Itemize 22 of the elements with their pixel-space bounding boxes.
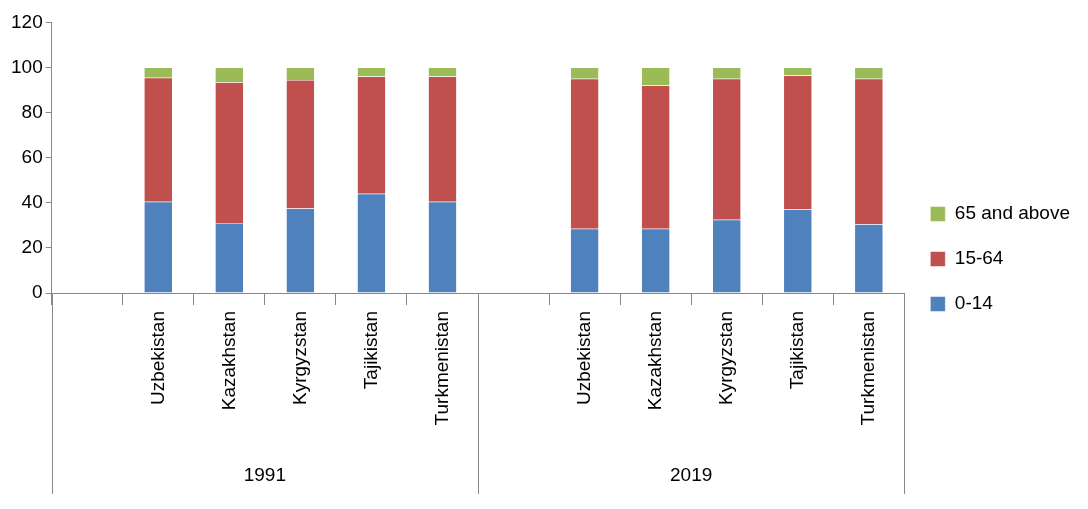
x-tick-label: Kyrgyzstan bbox=[288, 311, 310, 405]
x-tick-label: Kazakhstan bbox=[217, 311, 239, 411]
x-tick-label: Uzbekistan bbox=[572, 311, 594, 405]
x-tick-label: Kazakhstan bbox=[643, 311, 665, 411]
x-tick-label: Kyrgyzstan bbox=[714, 311, 736, 405]
legend-label: 65 and above bbox=[954, 202, 1071, 224]
y-tick-label: 20 bbox=[21, 236, 43, 258]
y-tick-label: 60 bbox=[21, 145, 43, 167]
x-tick-label: Tajikistan bbox=[359, 311, 381, 390]
y-tick-label: 100 bbox=[11, 55, 43, 77]
x-tick-label: Tajikistan bbox=[785, 311, 807, 390]
y-tick-label: 120 bbox=[11, 10, 43, 32]
text: 1991 bbox=[243, 464, 286, 486]
y-tick-label: 0 bbox=[32, 281, 43, 303]
text: 2019 bbox=[670, 464, 713, 486]
legend-label: 15-64 bbox=[954, 247, 1004, 269]
y-tick-label: 80 bbox=[21, 100, 43, 122]
x-tick-label: Turkmenistan bbox=[857, 311, 879, 426]
x-tick-label: Uzbekistan bbox=[146, 311, 168, 405]
x-tick-label: Turkmenistan bbox=[430, 311, 452, 426]
legend-label: 0-14 bbox=[954, 292, 994, 314]
y-tick-label: 40 bbox=[21, 191, 43, 213]
